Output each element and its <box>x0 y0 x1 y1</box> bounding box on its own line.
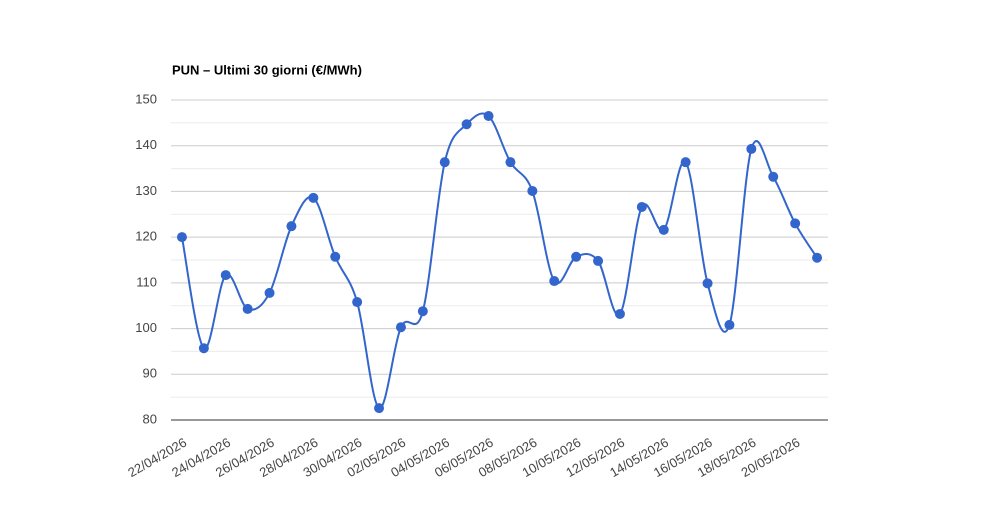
y-tick-label: 100 <box>135 320 157 335</box>
y-tick-label: 90 <box>143 366 157 381</box>
point <box>614 308 625 319</box>
point <box>527 185 538 196</box>
point <box>308 192 319 203</box>
point <box>286 221 297 232</box>
point <box>593 255 604 266</box>
point <box>330 251 341 262</box>
point <box>768 171 779 182</box>
point <box>636 201 647 212</box>
y-tick-label: 110 <box>136 274 157 289</box>
point <box>658 224 669 235</box>
point <box>264 287 275 298</box>
point <box>242 303 253 314</box>
point <box>812 252 823 263</box>
point <box>505 157 516 168</box>
point <box>702 278 713 289</box>
y-tick-label: 150 <box>135 91 157 106</box>
point <box>374 403 385 414</box>
point <box>461 119 472 130</box>
point <box>483 111 494 121</box>
y-tick-label: 120 <box>135 229 157 244</box>
chart-title: PUN – Ultimi 30 giorni (€/MWh) <box>172 62 362 77</box>
point <box>439 157 450 168</box>
y-tick-label: 130 <box>135 183 157 198</box>
point <box>220 270 231 281</box>
point <box>571 251 582 262</box>
point <box>680 157 691 168</box>
y-tick-label: 80 <box>143 411 157 426</box>
point <box>724 319 735 330</box>
point <box>352 297 363 308</box>
point <box>395 322 406 333</box>
point <box>198 343 209 354</box>
point <box>790 218 801 229</box>
line <box>180 112 818 410</box>
point <box>417 306 428 317</box>
y-tick-label: 140 <box>135 137 157 152</box>
point <box>549 276 560 287</box>
point <box>176 232 187 243</box>
point <box>746 143 757 154</box>
